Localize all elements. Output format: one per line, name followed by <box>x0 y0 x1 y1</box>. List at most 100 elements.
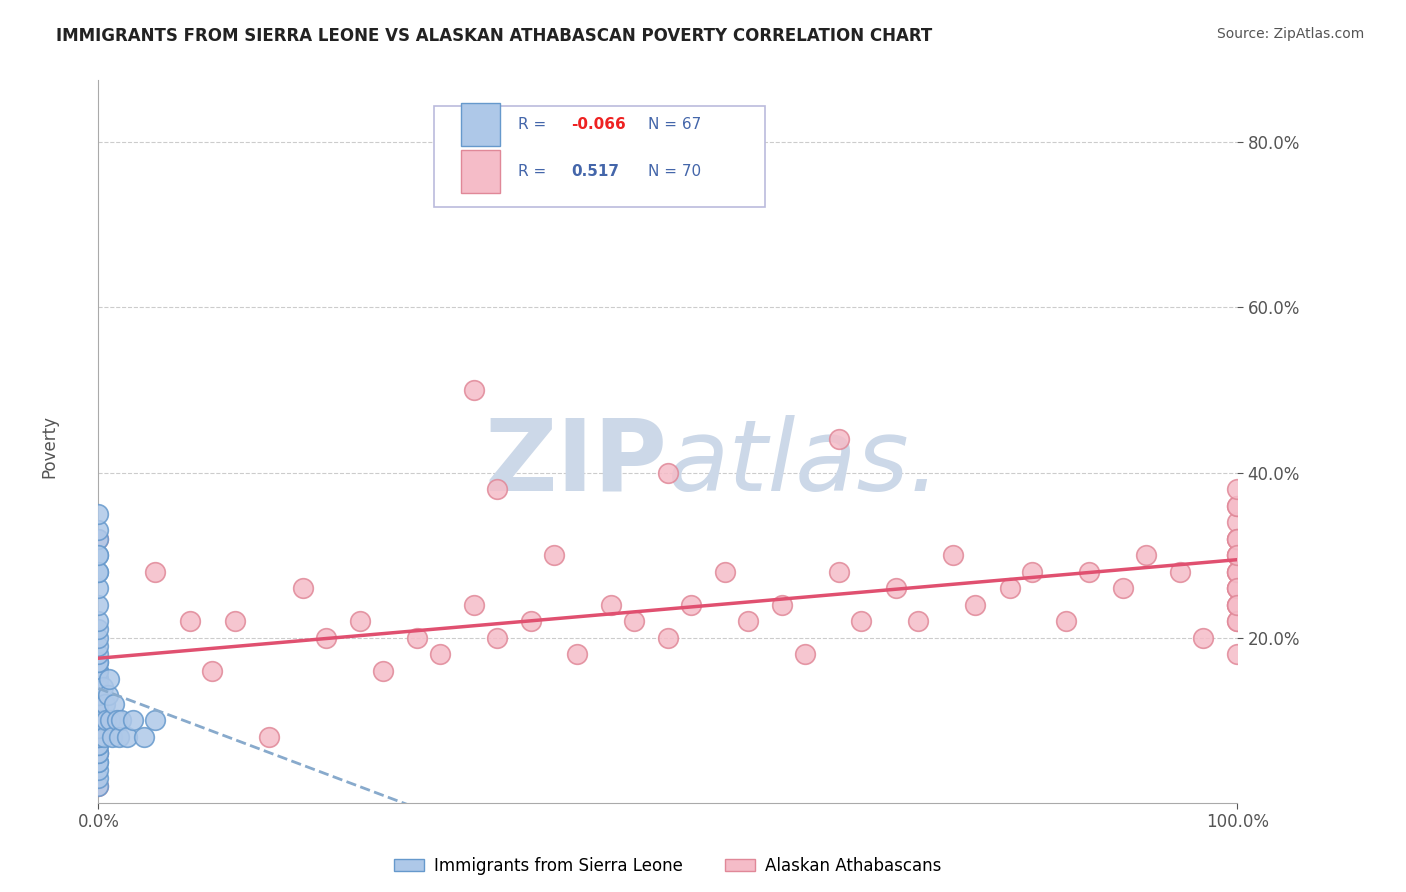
Point <box>1226 598 1249 612</box>
Point <box>87 664 110 678</box>
Point <box>87 656 110 670</box>
Point <box>87 763 110 777</box>
Bar <box>461 103 501 146</box>
Point <box>1170 565 1192 579</box>
Point <box>543 548 565 562</box>
Point <box>87 713 110 727</box>
Point <box>1226 581 1249 595</box>
Point <box>1135 548 1157 562</box>
Point <box>486 631 509 645</box>
Text: atlas.: atlas. <box>668 415 941 512</box>
Point <box>657 466 679 480</box>
Point <box>1226 532 1249 546</box>
Text: ZIP: ZIP <box>485 415 668 512</box>
Point <box>87 755 110 769</box>
Point <box>87 713 110 727</box>
Point <box>90 713 112 727</box>
Point <box>1226 581 1249 595</box>
Point <box>97 672 120 686</box>
Point <box>87 647 110 661</box>
Point <box>115 730 138 744</box>
Point <box>315 631 337 645</box>
Point <box>714 565 737 579</box>
Point <box>87 532 110 546</box>
Point <box>103 697 125 711</box>
Point <box>108 730 131 744</box>
Point <box>828 565 851 579</box>
Point <box>1112 581 1135 595</box>
Point <box>101 730 124 744</box>
Point <box>87 623 110 637</box>
Point <box>406 631 429 645</box>
Point <box>91 680 114 694</box>
Point <box>87 656 110 670</box>
Point <box>1226 499 1249 513</box>
Point <box>1226 548 1249 562</box>
Point <box>87 755 110 769</box>
Point <box>1226 614 1249 628</box>
Legend: Immigrants from Sierra Leone, Alaskan Athabascans: Immigrants from Sierra Leone, Alaskan At… <box>388 850 948 881</box>
Point <box>87 730 110 744</box>
Point <box>87 705 110 719</box>
Point <box>121 713 143 727</box>
Point <box>105 713 128 727</box>
Point <box>679 598 702 612</box>
Point <box>96 689 118 703</box>
Point <box>87 614 110 628</box>
Point <box>87 746 110 760</box>
Point <box>87 565 110 579</box>
Point <box>87 746 110 760</box>
Point <box>87 672 110 686</box>
Point <box>110 713 132 727</box>
Point <box>1226 548 1249 562</box>
Point <box>87 631 110 645</box>
Point <box>1054 614 1078 628</box>
Point <box>87 639 110 653</box>
Point <box>259 730 281 744</box>
Point <box>657 631 679 645</box>
Point <box>132 730 155 744</box>
Point <box>292 581 315 595</box>
Point <box>770 598 793 612</box>
Point <box>1192 631 1215 645</box>
FancyBboxPatch shape <box>434 105 765 207</box>
Point <box>87 697 110 711</box>
Point <box>87 713 110 727</box>
Point <box>87 680 110 694</box>
Text: N = 70: N = 70 <box>648 164 702 179</box>
Point <box>1226 598 1249 612</box>
Point <box>600 598 623 612</box>
Point <box>87 697 110 711</box>
Point <box>463 598 485 612</box>
Point <box>179 614 201 628</box>
Point <box>851 614 873 628</box>
Point <box>998 581 1021 595</box>
Text: -0.066: -0.066 <box>571 117 626 132</box>
Point <box>87 738 110 752</box>
Point <box>1226 532 1249 546</box>
Point <box>1226 647 1249 661</box>
Point <box>87 779 110 793</box>
Point <box>87 730 110 744</box>
Point <box>224 614 246 628</box>
Point <box>1226 581 1249 595</box>
Point <box>87 779 110 793</box>
Point <box>96 713 118 727</box>
Point <box>1226 548 1249 562</box>
Point <box>463 383 485 397</box>
Point <box>1226 598 1249 612</box>
Point <box>87 689 110 703</box>
Point <box>87 730 110 744</box>
Text: IMMIGRANTS FROM SIERRA LEONE VS ALASKAN ATHABASCAN POVERTY CORRELATION CHART: IMMIGRANTS FROM SIERRA LEONE VS ALASKAN … <box>56 27 932 45</box>
Text: R =: R = <box>517 117 551 132</box>
Point <box>87 565 110 579</box>
Point <box>1226 499 1249 513</box>
Text: 0.517: 0.517 <box>571 164 619 179</box>
Point <box>828 433 851 447</box>
Text: R =: R = <box>517 164 551 179</box>
Point <box>349 614 371 628</box>
Point <box>87 548 110 562</box>
Point <box>87 598 110 612</box>
Point <box>884 581 907 595</box>
Point <box>87 746 110 760</box>
